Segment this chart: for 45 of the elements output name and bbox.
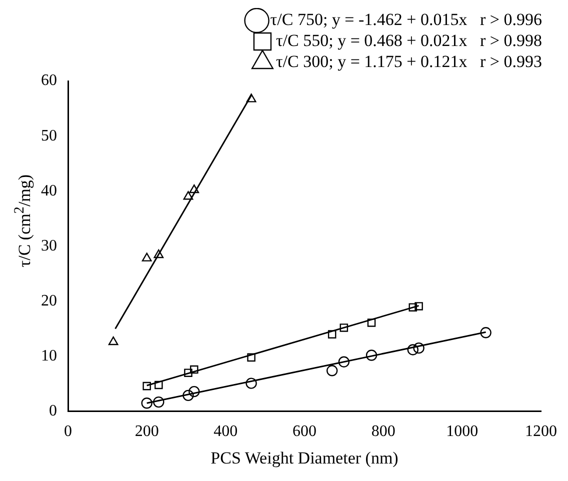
point [408, 303, 418, 312]
x-tick-label: 0 [64, 423, 72, 440]
point [154, 380, 163, 390]
point [142, 382, 151, 390]
point [246, 378, 257, 389]
legend-label: τ/C 300; y = 1.175 + 0.121x r > 0.993 [276, 52, 542, 71]
y-tick-label: 50 [41, 127, 57, 144]
x-tick-label: 800 [371, 423, 396, 440]
point [414, 302, 423, 310]
x-tick-label: 200 [134, 423, 159, 440]
point [413, 342, 424, 354]
y-tick-label: 20 [41, 292, 57, 310]
point [142, 252, 152, 262]
x-axis-title: PCS Weight Diameter (nm) [210, 448, 398, 468]
point [188, 386, 200, 398]
point [246, 94, 256, 102]
point [184, 368, 192, 377]
y-tick-label: 0 [49, 402, 57, 420]
point [340, 324, 348, 332]
point [328, 330, 336, 338]
point [189, 184, 200, 194]
x-tick-label: 1000 [446, 423, 478, 440]
point [407, 344, 418, 356]
point [182, 390, 194, 402]
point [183, 191, 194, 200]
point [480, 327, 492, 338]
x-tick-label: 1200 [525, 423, 557, 440]
point [338, 356, 350, 368]
y-tick-label: 10 [41, 348, 57, 365]
legend-label: τ/C 550; y = 0.468 + 0.021x r > 0.998 [276, 30, 542, 50]
y-tick-label: 60 [41, 72, 57, 90]
point [154, 249, 164, 258]
x-tick-label: 400 [214, 423, 238, 440]
point [326, 365, 338, 376]
x-tick-label: 600 [292, 423, 316, 440]
y-tick-label: 40 [41, 182, 57, 200]
point [141, 398, 152, 409]
point [108, 336, 118, 346]
y-tick-label: 30 [41, 237, 57, 254]
point [153, 396, 164, 408]
point [366, 350, 378, 361]
point [247, 353, 256, 362]
point [190, 365, 198, 374]
point [367, 318, 376, 327]
legend-label: τ/C 750; y = -1.462 + 0.015x r > 0.996 [270, 10, 542, 29]
